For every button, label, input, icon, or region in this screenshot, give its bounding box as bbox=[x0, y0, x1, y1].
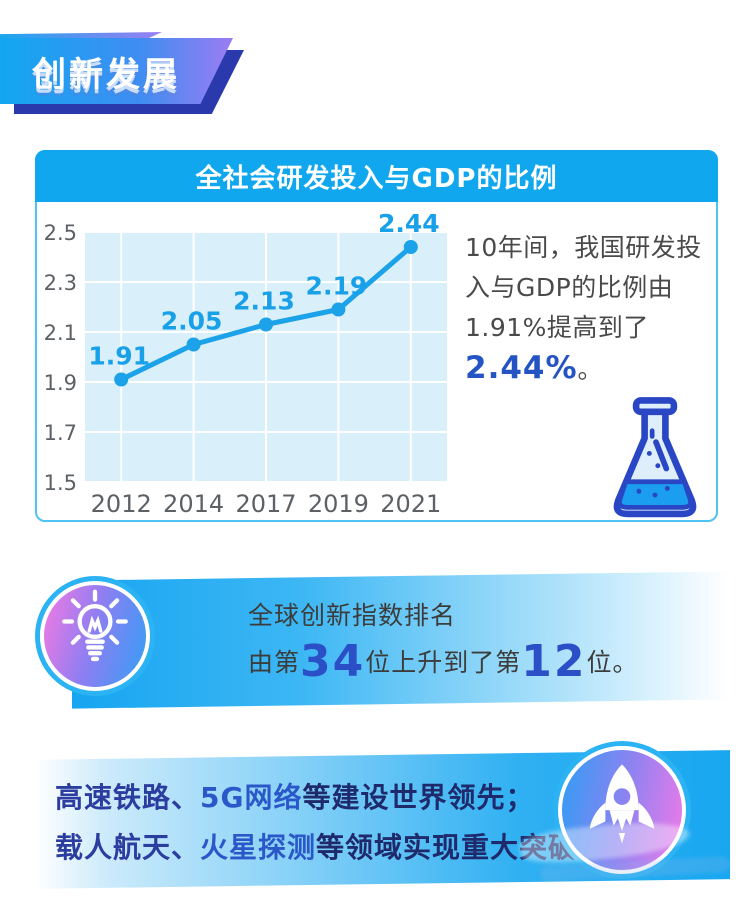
index-seg3: 位。 bbox=[586, 648, 639, 677]
index-rank-from: 34 bbox=[300, 636, 366, 687]
section-banner: 创新发展 bbox=[0, 38, 260, 118]
banner: 创新发展 bbox=[0, 38, 233, 104]
svg-text:2.3: 2.3 bbox=[44, 271, 77, 295]
lightbulb-icon bbox=[47, 586, 143, 686]
chart-description: 10年间，我国研发投入与GDP的比例由1.91%提高到了 2.44%。 bbox=[465, 228, 717, 390]
rocket-icon bbox=[570, 756, 674, 864]
lightbulb-badge bbox=[40, 581, 150, 691]
svg-text:2021: 2021 bbox=[380, 490, 441, 518]
svg-text:1.7: 1.7 bbox=[44, 421, 77, 445]
svg-text:2019: 2019 bbox=[308, 490, 369, 518]
ach-line1-rest: 等建设世界领先； bbox=[302, 781, 535, 814]
achievements-text: 高速铁路、5G网络等建设世界领先； 载人航天、火星探测等领域实现重大突破。 bbox=[55, 773, 606, 873]
banner-accent-line bbox=[0, 32, 162, 38]
chart-card: 全社会研发投入与GDP的比例 1.5 1.7 1.9 2.1 2.3 2.5 1.91 2.0… bbox=[35, 150, 718, 522]
flask-icon bbox=[603, 394, 707, 532]
index-line1: 全球创新指数排名 bbox=[248, 601, 457, 630]
ach-term-5g: 5G网络 bbox=[200, 781, 303, 814]
description-text: 10年间，我国研发投入与GDP的比例由1.91%提高到了 bbox=[465, 233, 702, 342]
rd-gdp-line-chart: 1.5 1.7 1.9 2.1 2.3 2.5 1.91 2.05 2.13 2.19 2.44 20… bbox=[43, 204, 459, 520]
svg-text:1.91: 1.91 bbox=[88, 342, 150, 371]
svg-text:2017: 2017 bbox=[235, 490, 296, 518]
description-highlight: 2.44% bbox=[465, 350, 578, 386]
svg-text:2.13: 2.13 bbox=[233, 287, 295, 316]
index-seg1: 由第 bbox=[248, 648, 301, 677]
achievements-line2: 载人航天、火星探测等领域实现重大突破。 bbox=[55, 823, 606, 873]
chart-title: 全社会研发投入与GDP的比例 bbox=[195, 163, 558, 194]
innovation-index-text: 全球创新指数排名 由第34位上升到了第12位。 bbox=[248, 596, 639, 684]
svg-text:1.9: 1.9 bbox=[44, 371, 77, 395]
ach-term-space: 载人航天、 bbox=[55, 831, 201, 864]
svg-text:2012: 2012 bbox=[91, 490, 152, 518]
index-line2: 由第34位上升到了第12位。 bbox=[248, 640, 639, 684]
svg-text:2.19: 2.19 bbox=[306, 272, 368, 301]
svg-text:2014: 2014 bbox=[163, 490, 224, 518]
achievements-line1: 高速铁路、5G网络等建设世界领先； bbox=[55, 773, 606, 823]
svg-text:2.44: 2.44 bbox=[378, 209, 440, 238]
chart-side-column: 10年间，我国研发投入与GDP的比例由1.91%提高到了 2.44%。 bbox=[459, 204, 723, 520]
chart-card-header: 全社会研发投入与GDP的比例 bbox=[35, 150, 718, 202]
ach-term-mars: 火星探测 bbox=[200, 831, 317, 864]
rocket-badge bbox=[558, 746, 686, 874]
ach-line2-rest: 等领域实现重大突破。 bbox=[316, 831, 607, 864]
section-title: 创新发展 bbox=[32, 54, 180, 95]
svg-text:1.5: 1.5 bbox=[44, 471, 77, 495]
svg-text:2.05: 2.05 bbox=[161, 307, 223, 336]
description-period: 。 bbox=[577, 355, 604, 384]
index-seg2: 位上升到了第 bbox=[365, 648, 522, 677]
svg-text:2.5: 2.5 bbox=[44, 221, 77, 245]
index-rank-to: 12 bbox=[521, 636, 587, 687]
svg-text:2.1: 2.1 bbox=[44, 321, 77, 345]
ach-term-rail: 高速铁路、 bbox=[55, 781, 201, 814]
chart-card-body: 1.5 1.7 1.9 2.1 2.3 2.5 1.91 2.05 2.13 2.19 2.44 20… bbox=[37, 202, 716, 520]
